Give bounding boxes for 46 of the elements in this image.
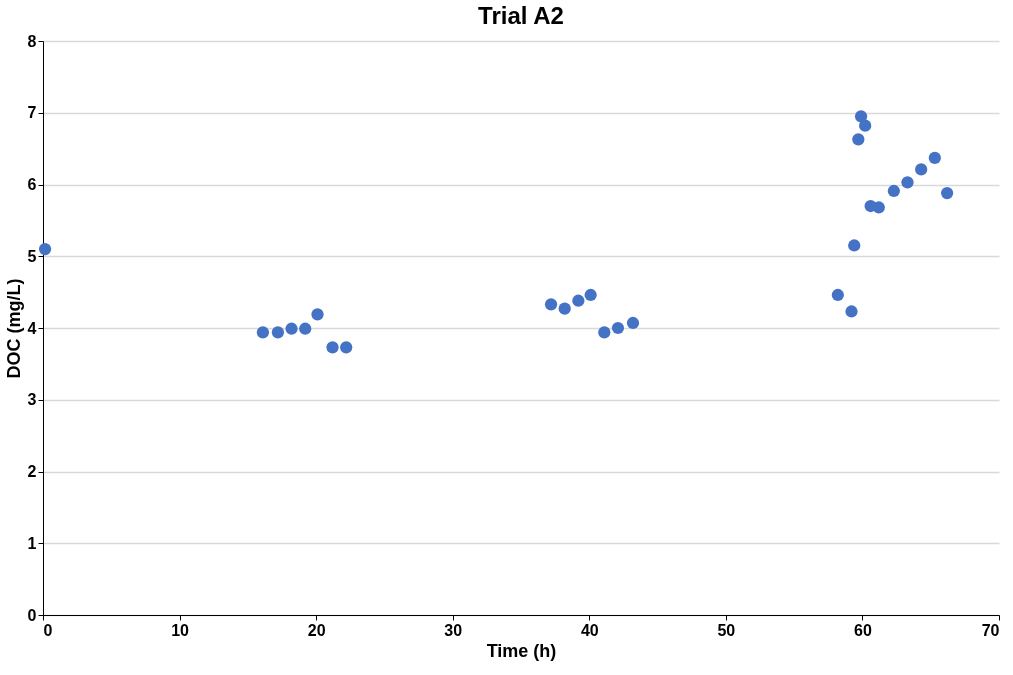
point	[598, 326, 611, 339]
x-tick-label: 20	[307, 621, 326, 639]
point	[852, 133, 865, 146]
x-tick-label: 40	[580, 621, 599, 639]
y-axis-title: DOC (mg/L)	[3, 278, 24, 379]
point	[626, 316, 640, 330]
point	[311, 308, 324, 321]
y-tick-label: 0	[27, 606, 37, 624]
y-tick-label: 2	[27, 463, 37, 480]
point	[901, 176, 914, 189]
point	[584, 288, 597, 302]
point	[915, 163, 928, 176]
point	[940, 187, 954, 200]
x-tick-label: 50	[717, 621, 736, 639]
point	[859, 119, 872, 132]
x-tick-label: 0	[43, 621, 53, 639]
point	[544, 298, 558, 311]
point	[558, 302, 571, 315]
x-tick-label: 60	[854, 621, 872, 639]
point	[572, 294, 585, 307]
point	[299, 322, 312, 335]
point	[831, 288, 844, 302]
point	[887, 184, 900, 198]
y-tick-label: 3	[27, 391, 37, 409]
point	[928, 151, 941, 165]
point	[271, 326, 285, 339]
x-tick-label: 10	[171, 621, 190, 639]
y-tick-label: 8	[27, 32, 37, 50]
point	[256, 326, 269, 339]
y-tick-label: 6	[27, 176, 37, 193]
x-tick-label: 30	[444, 621, 463, 639]
point	[38, 242, 52, 256]
point	[854, 110, 868, 123]
y-tick-label: 4	[27, 319, 37, 337]
point	[326, 341, 339, 354]
y-tick-label: 5	[27, 247, 37, 265]
y-tick-label: 7	[27, 104, 37, 122]
point	[340, 341, 353, 354]
point	[611, 321, 625, 335]
point	[285, 322, 298, 335]
point	[848, 239, 861, 252]
x-tick-label: 70	[981, 621, 1000, 639]
chart-title: Trial A2	[478, 2, 564, 29]
point	[845, 305, 858, 318]
y-tick-label: 1	[27, 534, 37, 552]
x-axis-title: Time (h)	[486, 640, 557, 661]
